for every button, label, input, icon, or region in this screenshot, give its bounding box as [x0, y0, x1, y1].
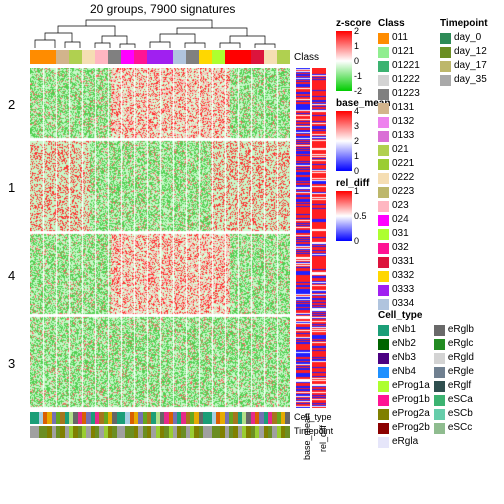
- legend-rel-diff: rel_diff 10.50: [336, 178, 369, 241]
- side-base-mean: [296, 68, 310, 408]
- base-mean-colorbar: 43210: [336, 111, 352, 171]
- bottom-timepoint: [30, 426, 290, 438]
- bottom-label-cell-type: Cell_type: [294, 412, 332, 422]
- class-label: Class: [294, 52, 319, 63]
- rel-diff-colorbar: 10.50: [336, 191, 352, 241]
- legend-rel-diff-title: rel_diff: [336, 178, 369, 189]
- heatmap: [30, 68, 290, 408]
- legend-cell-type: Cell_typeeNb1eNb2eNb3eNb4eProg1aeProg1be…: [378, 310, 486, 449]
- dendrogram: [30, 18, 290, 48]
- side-rel-diff: [312, 68, 326, 408]
- legend-timepoint: Timepointday_0day_12day_17day_35: [440, 18, 488, 87]
- legend-zscore: z-score 210-1-2: [336, 18, 371, 91]
- col-class-annotation: [30, 50, 290, 64]
- bottom-label-timepoint: Timepoint: [294, 426, 333, 436]
- legend-class: Class01101210122101222012230131013201330…: [378, 18, 420, 311]
- zscore-colorbar: 210-1-2: [336, 31, 352, 91]
- bottom-cell-type: [30, 412, 290, 424]
- title: 20 groups, 7900 signatures: [90, 2, 235, 16]
